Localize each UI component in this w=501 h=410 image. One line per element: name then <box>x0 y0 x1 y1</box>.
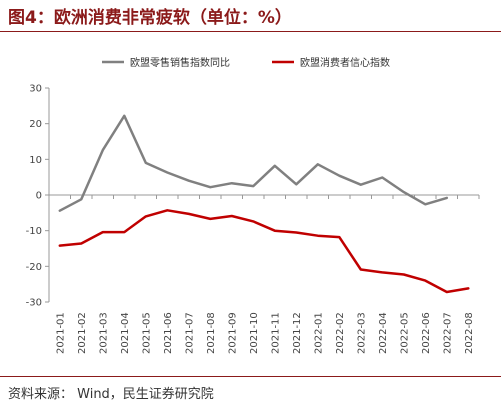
title-divider <box>0 31 501 32</box>
x-tick-label: 2021-12 <box>292 312 303 354</box>
x-tick-label: 2021-07 <box>184 312 195 354</box>
x-tick-label: 2022-05 <box>399 312 410 354</box>
x-tick-label: 2022-02 <box>335 312 346 354</box>
x-tick-label: 2022-03 <box>356 312 367 354</box>
line-chart: 30 20 10 0 -10 -20 -30 2021-01 2021-02 2021-03 202… <box>26 56 480 354</box>
x-tick-label: 2022-08 <box>464 312 475 354</box>
series-line-retail <box>58 114 449 212</box>
y-tick-label: -10 <box>26 226 42 237</box>
x-tick-label: 2022-07 <box>442 312 453 354</box>
x-tick-label: 2021-10 <box>249 312 260 354</box>
x-tick-label: 2021-11 <box>270 312 281 354</box>
y-tick-label: -30 <box>26 298 42 309</box>
x-tick-label: 2021-01 <box>55 312 66 354</box>
y-tick-label: 0 <box>36 191 42 202</box>
chart-title: 图4：欧洲消费非常疲软（单位：%） <box>8 8 292 28</box>
x-tick-label: 2021-05 <box>141 312 152 354</box>
y-tick-label: -20 <box>26 262 42 273</box>
legend-label: 欧盟零售销售指数同比 <box>130 56 230 69</box>
x-tick-label: 2021-03 <box>98 312 109 354</box>
x-tick-label: 2022-01 <box>313 312 324 354</box>
y-tick-label: 10 <box>29 155 42 166</box>
source-note: 资料来源： Wind，民生证券研究院 <box>8 387 214 402</box>
x-tick-label: 2021-09 <box>227 312 238 354</box>
y-tick-label: 20 <box>29 119 42 130</box>
x-tick-label: 2021-06 <box>163 312 174 354</box>
x-tick-label: 2021-08 <box>206 312 217 354</box>
x-tick-label: 2022-04 <box>378 312 389 354</box>
y-tick-label: 30 <box>29 84 42 95</box>
x-tick-label: 2021-04 <box>120 312 131 354</box>
series-line-confidence <box>58 209 470 294</box>
source-divider <box>0 376 501 377</box>
x-tick-label: 2022-06 <box>421 312 432 354</box>
x-tick-label: 2021-02 <box>77 312 88 354</box>
legend-label: 欧盟消费者信心指数 <box>300 56 390 69</box>
